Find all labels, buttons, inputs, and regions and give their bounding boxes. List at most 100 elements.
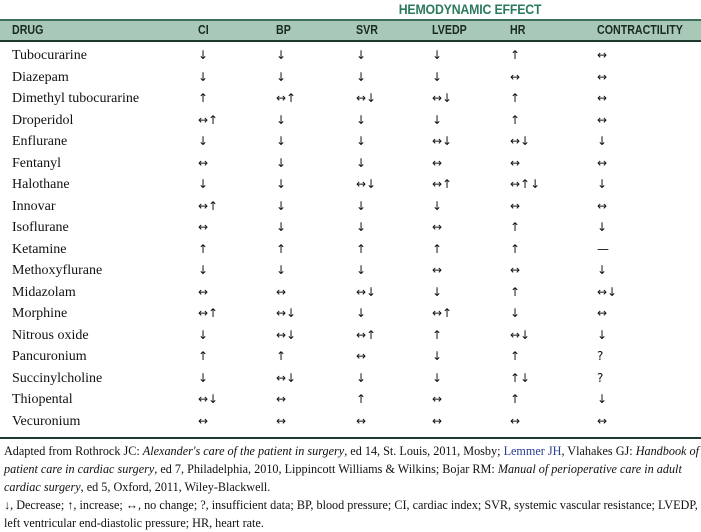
effect-cell: ?	[597, 370, 604, 385]
effect-cell: ↓	[432, 370, 443, 385]
effect-cell: ↑	[276, 349, 287, 363]
effect-cell: ↔↑↓	[510, 177, 541, 191]
effect-cell: ↓	[597, 392, 608, 406]
source-note: Adapted from Rothrock JC: Alexander's ca…	[4, 444, 699, 494]
table-row: Dimethyl tubocurarine ↑ ↔↑ ↔↓ ↔↓ ↑ ↔	[0, 88, 701, 110]
effect-cell: ↑	[510, 392, 521, 406]
table-row: Thiopental ↔↓ ↔ ↑ ↔ ↑ ↓	[0, 389, 701, 411]
effect-cell: ↓	[276, 155, 287, 170]
column-header: HR	[510, 22, 526, 37]
column-header: DRUG	[12, 22, 44, 37]
effect-cell: ↔	[432, 392, 443, 406]
effect-cell: ↔↑	[432, 177, 453, 191]
effect-cell: ↑	[198, 241, 209, 256]
effect-cell: ↓	[356, 48, 367, 62]
table-row: Succinylcholine ↓ ↔↓ ↓ ↓ ↑↓?	[0, 368, 701, 390]
effect-cell: ↔↓	[597, 284, 618, 299]
drug-name: Morphine	[12, 306, 68, 321]
effect-cell: ↑	[198, 91, 209, 105]
effect-cell: ↔	[276, 284, 287, 299]
drug-name: Pancuronium	[12, 349, 87, 364]
effect-cell: ↑	[510, 112, 521, 127]
table-bottom-rule	[0, 437, 701, 439]
effect-cell: ↓	[198, 177, 209, 191]
table-row: Methoxyflurane ↓ ↓ ↓ ↔ ↔ ↓	[0, 260, 701, 282]
drug-name: Isoflurane	[12, 220, 69, 235]
effect-cell: ↓	[432, 48, 443, 62]
effect-cell: ↔	[432, 220, 443, 234]
drug-name: Thiopental	[12, 392, 73, 407]
drug-name: Methoxyflurane	[12, 263, 103, 278]
effect-cell: ↓	[276, 220, 287, 234]
effect-cell: ↔	[510, 413, 521, 428]
effect-cell: ↓	[510, 306, 521, 320]
effect-cell: ↓	[356, 69, 367, 84]
effect-cell: ↔	[356, 349, 367, 363]
effect-cell: ↔↓	[276, 370, 297, 385]
column-header: LVEDP	[432, 22, 467, 37]
effect-cell: ↔	[432, 263, 443, 277]
effect-cell: ↑	[432, 241, 443, 256]
effect-cell: ↔	[597, 69, 608, 84]
effect-cell: ↔↑	[432, 306, 453, 320]
effect-cell: ↓	[276, 134, 287, 148]
column-header: SVR	[356, 22, 378, 37]
drug-name: Fentanyl	[12, 155, 61, 171]
drug-name: Succinylcholine	[12, 370, 103, 386]
effect-cell: ↓	[276, 48, 287, 62]
effect-cell: ↓	[432, 69, 443, 84]
drug-name: Enflurane	[12, 134, 68, 149]
effect-cell: ↔	[597, 306, 608, 320]
effect-cell: ↔↓	[276, 306, 297, 320]
effect-cell: ↔	[510, 198, 521, 213]
effect-cell: ↓	[356, 370, 367, 385]
author-link[interactable]: Lemmer JH	[503, 444, 562, 458]
effect-cell: ↔	[198, 220, 209, 234]
effect-cell: ↓	[356, 263, 367, 277]
legend-note: ↓, Decrease; ↑, increase; ↔, no change; …	[4, 498, 698, 530]
effect-cell: ↓	[432, 112, 443, 127]
drug-name: Vecuronium	[12, 413, 81, 429]
effect-cell: ↔	[276, 392, 287, 406]
drug-name: Droperidol	[12, 112, 74, 128]
effect-cell: ↔	[597, 413, 608, 428]
table-title: HEMODYNAMIC EFFECT	[398, 1, 542, 17]
table-header: DRUG CI BP SVR LVEDP HR CONTRACTILITY	[0, 19, 701, 42]
effect-cell: ↔	[510, 263, 521, 277]
effect-cell: ↓	[356, 306, 367, 320]
effect-cell: ↓	[597, 220, 608, 234]
effect-cell: ↓	[356, 155, 367, 170]
effect-cell: ↓	[356, 220, 367, 234]
effect-cell: ↔	[432, 155, 443, 170]
effect-cell: ↔	[276, 413, 287, 428]
table-row: Ketamine ↑ ↑ ↑ ↑ ↑ —	[0, 239, 701, 261]
table-row: Fentanyl ↔ ↓ ↓ ↔ ↔ ↔	[0, 153, 701, 175]
effect-cell: ↔	[198, 413, 209, 428]
effect-cell: ↔	[597, 155, 608, 170]
effect-cell: ↓	[597, 263, 608, 277]
drug-name: Diazepam	[12, 69, 69, 85]
effect-cell: ↔↓	[198, 392, 219, 406]
column-header: BP	[276, 22, 291, 37]
effect-cell: ↓	[432, 284, 443, 299]
effect-cell: ↓	[432, 349, 443, 363]
effect-cell: ↓	[198, 48, 209, 62]
effect-cell: ↑	[432, 327, 443, 342]
drug-name: Ketamine	[12, 241, 67, 257]
drug-name: Dimethyl tubocurarine	[12, 91, 140, 106]
table-row: Morphine ↔↑ ↔↓ ↓ ↔↑ ↓ ↔	[0, 303, 701, 325]
effect-cell: ↓	[276, 198, 287, 213]
table-row: Droperidol ↔↑ ↓ ↓ ↓ ↑ ↔	[0, 110, 701, 132]
effect-cell: ↑	[510, 349, 521, 363]
effect-cell: ↓	[276, 263, 287, 277]
effect-cell: ↓	[198, 69, 209, 84]
table-row: Halothane ↓ ↓ ↔↓ ↔↑ ↔↑↓ ↓	[0, 174, 701, 196]
effect-cell: ↔	[597, 48, 608, 62]
effect-cell: ↑	[276, 241, 287, 256]
effect-cell: ↑	[510, 91, 521, 105]
effect-cell: ↔↓	[510, 327, 531, 342]
effect-cell: ↑	[510, 284, 521, 299]
effect-cell: ↔	[432, 413, 443, 428]
column-header: CONTRACTILITY	[597, 22, 683, 37]
table-row: Tubocurarine ↓ ↓ ↓ ↓ ↑ ↔	[0, 45, 701, 67]
